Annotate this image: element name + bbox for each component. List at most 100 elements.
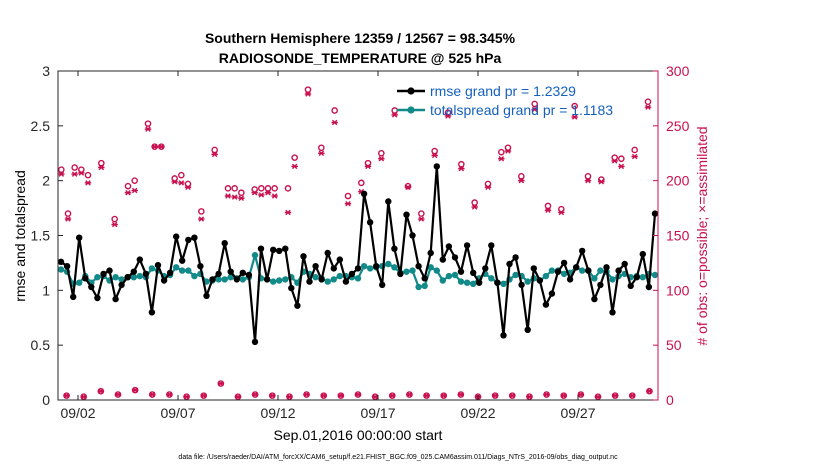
obs-possible-marker <box>618 155 625 163</box>
rmse-point <box>439 256 446 263</box>
obs-low-stroke <box>320 392 327 399</box>
obs-low-assimilated-marker <box>543 391 550 398</box>
obs-assimilated-stroke <box>71 171 78 177</box>
obs-possible-marker <box>631 146 638 154</box>
obs-assimilated-marker <box>504 148 512 154</box>
obs-possible-marker <box>318 144 325 152</box>
obs-low-stroke <box>629 392 636 399</box>
obs-possible-marker <box>144 120 152 127</box>
obs-low-assimilated-marker <box>166 391 173 398</box>
y-right-tick-label: 0 <box>666 392 674 408</box>
totalspread-point <box>251 252 259 259</box>
rmse-point <box>112 295 119 303</box>
obs-assimilated-marker <box>631 153 638 160</box>
rmse-point <box>330 265 337 272</box>
totalspread-point <box>57 266 65 273</box>
totalspread-point <box>148 265 156 272</box>
rmse-point <box>227 268 234 275</box>
rmse-point <box>554 268 562 275</box>
obs-assimilated-stroke <box>185 184 191 190</box>
rmse-point <box>179 257 186 264</box>
obs-assimilated-stroke <box>265 189 271 196</box>
chart-title-line2: RADIOSONDE_TEMPERATURE @ 525 hPa <box>219 50 502 66</box>
obs-low-stroke <box>218 380 224 387</box>
rmse-point <box>633 274 640 281</box>
obs-assimilated-marker <box>58 171 65 177</box>
totalspread-point <box>403 268 410 275</box>
obs-assimilated-marker <box>618 163 625 170</box>
y-axis-left: 0 0.5 1 1.5 2 2.5 3 <box>31 63 63 408</box>
obs-assimilated-stroke <box>125 189 131 196</box>
obs-possible-marker <box>198 208 205 215</box>
totalspread-point <box>445 272 453 280</box>
rmse-point <box>463 242 471 249</box>
obs-assimilated-marker <box>111 221 118 228</box>
obs-low-stroke <box>440 392 447 399</box>
obs-assimilated-stroke <box>131 187 138 194</box>
obs-low-assimilated-marker <box>80 393 87 400</box>
obs-assimilated-marker <box>444 113 452 119</box>
legend: rmse grand pr = 1.2329 totalspread grand… <box>397 83 613 118</box>
obs-low-stroke <box>560 392 567 399</box>
rmse-point <box>500 332 507 339</box>
totalspread-point <box>130 274 137 281</box>
totalspread-point <box>366 265 374 272</box>
y-left-tick-label: 2.5 <box>31 118 51 134</box>
rmse-point <box>639 250 646 258</box>
obs-assimilated-stroke <box>58 171 65 177</box>
y-left-tick-label: 1 <box>42 282 50 298</box>
rmse-point <box>579 247 586 255</box>
rmse-point <box>609 309 616 316</box>
obs-assimilated-marker <box>171 179 178 185</box>
obs-low-assimilated-marker <box>114 391 122 398</box>
rmse-point <box>185 236 192 244</box>
obs-assimilated-marker <box>471 204 478 210</box>
obs-low-assimilated-marker <box>629 392 636 399</box>
totalspread-point <box>488 275 495 282</box>
obs-assimilated-stroke <box>558 209 565 216</box>
obs-assimilated-marker <box>431 152 438 159</box>
rmse-point <box>476 279 483 286</box>
obs-assimilated-marker <box>271 193 278 199</box>
y-axis-left-label: rmse and totalspread <box>12 170 28 302</box>
rmse-point <box>348 270 356 278</box>
rmse-point <box>366 219 374 226</box>
obs-assimilated-marker <box>318 150 325 156</box>
obs-assimilated-stroke <box>98 164 105 171</box>
rmse-point <box>548 290 556 297</box>
obs-assimilated-marker <box>231 194 238 200</box>
totalspread-point <box>191 272 198 280</box>
rmse-point <box>482 265 489 272</box>
obs-low-assimilated-marker <box>389 392 396 399</box>
obs-possible-marker <box>291 154 298 161</box>
obs-assimilated-marker <box>331 119 338 126</box>
rmse-point <box>651 210 659 217</box>
obs-low-stroke <box>98 388 104 394</box>
rmse-point <box>445 243 453 250</box>
rmse-point <box>336 256 343 263</box>
rmse-point <box>142 270 150 278</box>
obs-low-stroke <box>303 391 310 398</box>
rmse-point <box>603 264 610 271</box>
obs-low-stroke <box>406 391 413 398</box>
obs-low-assimilated-marker <box>491 392 499 399</box>
obs-assimilated-marker <box>258 192 265 198</box>
totalspread-point <box>94 274 101 281</box>
totalspread-point <box>185 267 192 274</box>
totalspread-point <box>221 276 228 283</box>
obs-low-assimilated-marker <box>149 391 156 398</box>
x-tick-label: 09/27 <box>560 405 595 421</box>
rmse-point <box>100 270 107 278</box>
totalspread-point <box>597 267 604 274</box>
rmse-point <box>597 281 604 289</box>
obs-possible-marker <box>131 177 138 184</box>
totalspread-point <box>500 280 507 287</box>
obs-assimilated-marker <box>251 189 258 196</box>
obs-low-assimilated-marker <box>526 393 533 400</box>
obs-possible-marker <box>264 185 272 192</box>
obs-assimilated-marker <box>151 143 158 150</box>
rmse-point <box>300 253 307 260</box>
rmse-point <box>239 269 246 276</box>
obs-low-stroke <box>526 393 533 400</box>
